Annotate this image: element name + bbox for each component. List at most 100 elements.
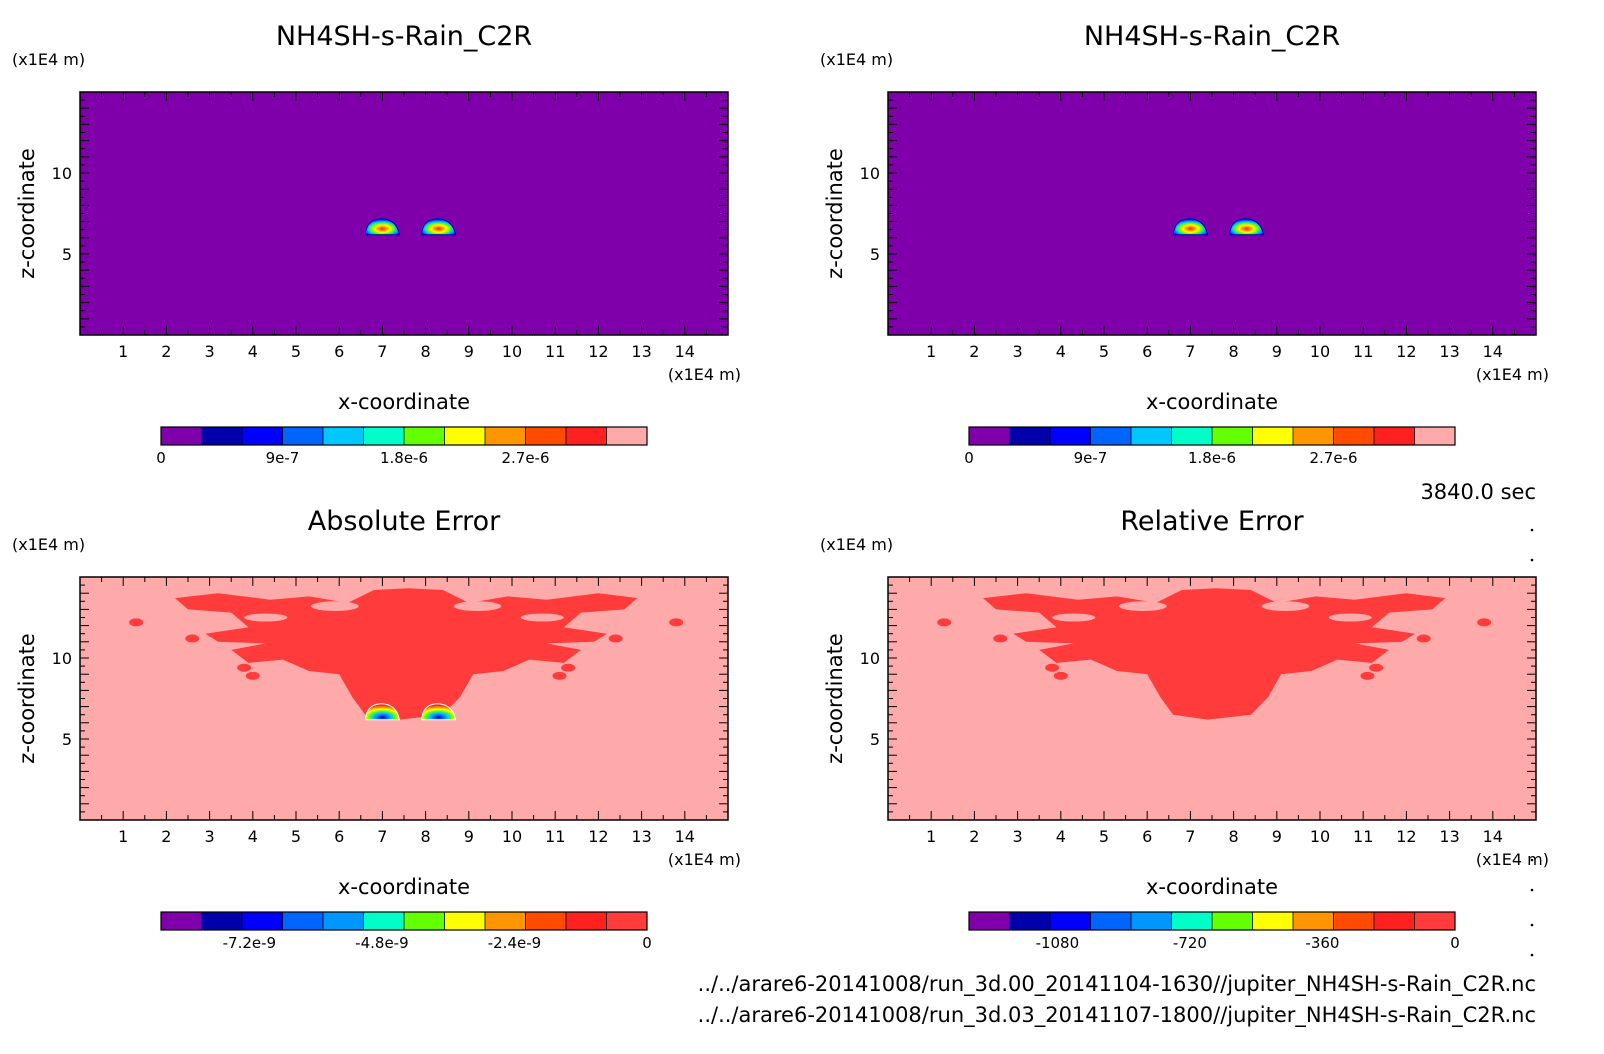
- x-tick-label: 6: [1142, 342, 1152, 361]
- colorbar-tick-label: 9e-7: [266, 449, 300, 467]
- margin-dot: [1530, 858, 1534, 862]
- x-tick-label: 10: [502, 827, 522, 846]
- x-axis: 1 2 3 4 5 6 7 8 9 10 11 12 13 14: [79, 577, 729, 846]
- colorbar-swatch: [1212, 427, 1253, 445]
- error-speck: [993, 634, 1008, 643]
- chart-title: NH4SH-s-Rain_C2R: [276, 21, 532, 52]
- colorbar-swatch: [1293, 427, 1334, 445]
- colorbar-swatch: [1414, 427, 1456, 445]
- x-tick-label: 13: [631, 342, 651, 361]
- colorbar-swatch: [1293, 912, 1334, 930]
- colorbar-swatch: [363, 427, 405, 445]
- margin-dot: [1530, 528, 1534, 532]
- file-path-2: ../../arare6-20141008/run_3d.03_20141107…: [697, 1003, 1536, 1027]
- error-hole: [244, 613, 288, 622]
- colorbar-tick-label: 1.8e-6: [1188, 449, 1236, 467]
- colorbar-swatch: [1171, 427, 1213, 445]
- error-speck: [552, 671, 567, 680]
- x-tick-label: 12: [1396, 342, 1416, 361]
- colorbar-swatch: [1050, 912, 1091, 930]
- colorbar-swatch: [404, 427, 445, 445]
- colorbar-swatch: [201, 427, 243, 445]
- colorbar-tick-label: 0: [1450, 934, 1460, 952]
- x-tick-label: 2: [161, 342, 171, 361]
- colorbar-tick-label: 0: [964, 449, 974, 467]
- y-axis: 5 10: [860, 576, 1536, 821]
- colorbar-swatch: [1009, 912, 1051, 930]
- y-tick-label: 10: [860, 164, 880, 183]
- x-tick-label: 6: [1142, 827, 1152, 846]
- colorbar-swatch: [1171, 912, 1213, 930]
- error-speck: [1053, 671, 1068, 680]
- cell-1: [364, 703, 401, 721]
- y-unit-label: (x1E4 m): [820, 50, 893, 69]
- x-axis: 1 2 3 4 5 6 7 8 9 10 11 12 13 14: [887, 92, 1537, 361]
- x-tick-label: 2: [161, 827, 171, 846]
- colorbar-swatch: [1090, 427, 1132, 445]
- field-background: [888, 92, 1536, 335]
- x-tick-label: 6: [334, 342, 344, 361]
- x-tick-label: 9: [464, 827, 474, 846]
- error-speck: [937, 618, 952, 627]
- x-tick-label: 7: [1185, 342, 1195, 361]
- x-tick-label: 9: [1272, 827, 1282, 846]
- colorbar-swatch: [606, 912, 648, 930]
- error-hole: [453, 601, 502, 612]
- y-tick-label: 10: [52, 649, 72, 668]
- colorbar-swatch: [566, 427, 607, 445]
- error-speck: [561, 663, 576, 672]
- cell-core: [364, 703, 401, 721]
- x-tick-label: 5: [1099, 827, 1109, 846]
- colorbar-tick-label: 2.7e-6: [1309, 449, 1357, 467]
- x-tick-label: 8: [421, 827, 431, 846]
- colorbar-swatch: [161, 427, 202, 445]
- x-tick-label: 3: [205, 342, 215, 361]
- colorbar-tick-label: -2.4e-9: [488, 934, 541, 952]
- error-speck: [1416, 634, 1431, 643]
- colorbar-tick-label: -7.2e-9: [223, 934, 276, 952]
- cell-1: [364, 218, 401, 236]
- x-tick-label: 8: [1229, 342, 1239, 361]
- y-axis-label: z-coordinate: [15, 633, 39, 764]
- colorbar-swatch: [1090, 912, 1132, 930]
- x-tick-label: 11: [1353, 827, 1373, 846]
- x-tick-label: 13: [1439, 342, 1459, 361]
- colorbar-swatch: [444, 912, 486, 930]
- colorbar-swatch: [363, 912, 405, 930]
- x-tick-label: 3: [1013, 827, 1023, 846]
- y-unit-label: (x1E4 m): [12, 535, 85, 554]
- y-axis-label: z-coordinate: [823, 633, 847, 764]
- colorbar-tick-label: -4.8e-9: [355, 934, 408, 952]
- error-hole: [311, 601, 359, 612]
- error-speck: [608, 634, 623, 643]
- colorbar-swatch: [323, 912, 364, 930]
- x-unit-label: (x1E4 m): [1476, 365, 1549, 384]
- x-tick-label: 7: [377, 342, 387, 361]
- error-hole: [1261, 601, 1310, 612]
- colorbar-swatch: [282, 912, 324, 930]
- error-speck: [237, 663, 252, 672]
- x-tick-label: 3: [205, 827, 215, 846]
- x-tick-label: 5: [291, 342, 301, 361]
- x-unit-label: (x1E4 m): [1476, 850, 1549, 869]
- colorbar-swatch: [566, 912, 607, 930]
- colorbar: 0 9e-7 1.8e-6 2.7e-6: [156, 426, 648, 467]
- x-tick-label: 4: [1056, 827, 1066, 846]
- cell-core: [421, 218, 457, 236]
- error-speck: [1360, 671, 1375, 680]
- y-tick-label: 10: [52, 164, 72, 183]
- field-contours: [937, 588, 1492, 720]
- x-axis-label: x-coordinate: [338, 390, 470, 414]
- cell-core: [1172, 218, 1209, 236]
- error-hole: [1328, 613, 1372, 622]
- colorbar-swatch: [525, 912, 567, 930]
- x-tick-label: 10: [502, 342, 522, 361]
- x-tick-label: 7: [377, 827, 387, 846]
- x-tick-label: 1: [926, 342, 936, 361]
- x-tick-label: 13: [1439, 827, 1459, 846]
- colorbar-swatch: [1374, 427, 1415, 445]
- colorbar: 0 9e-7 1.8e-6 2.7e-6: [964, 426, 1456, 467]
